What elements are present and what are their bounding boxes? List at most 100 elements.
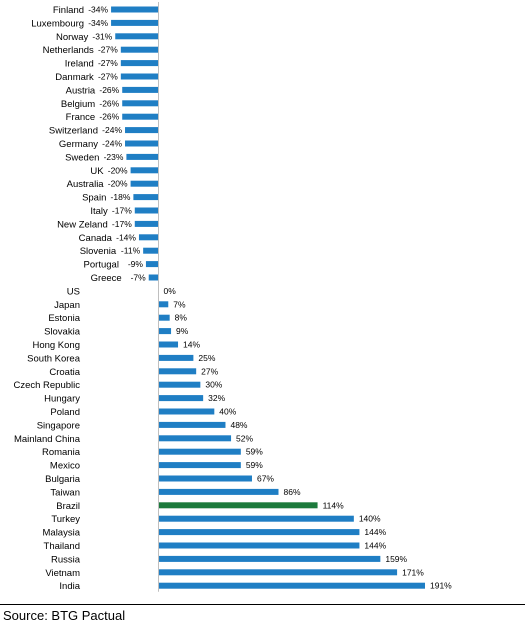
bar-malaysia [158, 529, 360, 536]
bar-czech-republic [158, 381, 201, 388]
value-label: 86% [283, 487, 300, 497]
category-label: Canada [79, 233, 113, 244]
value-label: -14% [116, 232, 136, 242]
bar-norway [115, 33, 159, 40]
category-label: New Zeland [57, 219, 108, 230]
category-label: US [67, 286, 80, 297]
value-label: -26% [99, 85, 119, 95]
bar-netherlands [120, 46, 159, 53]
category-label: Singapore [37, 420, 80, 431]
bar-australia [130, 180, 159, 187]
category-label: Poland [50, 407, 80, 418]
category-label: Italy [90, 206, 108, 217]
bar-bulgaria [158, 475, 252, 482]
value-label: -20% [108, 179, 128, 189]
category-label: Sweden [65, 152, 99, 163]
bar-ireland [120, 60, 159, 67]
category-label: Finland [53, 5, 84, 16]
bar-finland [111, 6, 159, 13]
value-label: 52% [236, 433, 253, 443]
value-label: 0% [164, 286, 177, 296]
value-label: -27% [98, 58, 118, 68]
value-label: 159% [385, 554, 407, 564]
bar-slovenia [143, 247, 159, 254]
bar-slovakia [158, 328, 172, 335]
value-label: 171% [402, 567, 424, 577]
value-label: -26% [99, 112, 119, 122]
bar-sweden [126, 153, 159, 160]
footer-divider [0, 604, 525, 605]
category-label: Germany [59, 139, 98, 150]
value-label: -24% [102, 139, 122, 149]
category-label: Portugal [84, 260, 119, 271]
bar-mainland-china [158, 435, 232, 442]
bar-russia [158, 555, 381, 562]
value-label: -24% [102, 125, 122, 135]
value-label: -17% [112, 219, 132, 229]
bar-vietnam [158, 569, 398, 576]
bar-belgium [122, 100, 159, 107]
bar-austria [122, 86, 159, 93]
category-label: Malaysia [43, 528, 81, 539]
category-label: Czech Republic [13, 380, 80, 391]
category-label: Norway [56, 32, 88, 43]
value-label: -18% [111, 192, 131, 202]
category-label: Hungary [44, 394, 80, 405]
category-label: Mexico [50, 461, 80, 472]
bar-italy [134, 207, 159, 214]
value-label: -31% [92, 31, 112, 41]
category-label: Thailand [44, 541, 80, 552]
value-label: -17% [112, 206, 132, 216]
bar-estonia [158, 314, 170, 321]
bar-japan [158, 301, 169, 308]
category-label: Australia [67, 179, 105, 190]
value-label: 27% [201, 366, 218, 376]
value-label: 67% [257, 474, 274, 484]
bar-uk [130, 167, 159, 174]
bar-danmark [120, 73, 159, 80]
category-label: Austria [66, 85, 96, 96]
label-group: -34% Finland -34% Luxembourg -31% Norway -27% N… [13, 5, 452, 593]
category-label: Danmark [55, 72, 94, 83]
bar-spain [133, 194, 159, 201]
bar-south-korea [158, 354, 194, 361]
value-label: 144% [364, 541, 386, 551]
bar-switzerland [125, 127, 159, 134]
value-label: 140% [359, 514, 381, 524]
category-label: Hong Kong [32, 340, 80, 351]
bar-portugal [145, 261, 159, 268]
bar-croatia [158, 368, 197, 375]
bar-brazil [158, 502, 318, 509]
value-label: 25% [198, 353, 215, 363]
value-label: 59% [246, 447, 263, 457]
bar-chart: -34% Finland -34% Luxembourg -31% Norway -27% N… [13, 2, 452, 593]
category-label: Slovenia [80, 246, 117, 257]
category-label: Vietnam [45, 568, 80, 579]
category-label: Slovakia [44, 327, 81, 338]
bar-greece [148, 274, 159, 281]
bar-canada [138, 234, 159, 241]
category-label: UK [90, 166, 104, 177]
category-label: Turkey [51, 514, 80, 525]
value-label: 14% [183, 340, 200, 350]
value-label: 114% [323, 500, 345, 510]
category-label: Brazil [56, 501, 80, 512]
category-label: Luxembourg [31, 18, 84, 29]
category-label: Japan [54, 300, 80, 311]
value-label: 59% [246, 460, 263, 470]
value-label: -20% [108, 165, 128, 175]
value-label: 144% [364, 527, 386, 537]
value-label: -26% [99, 98, 119, 108]
category-label: Estonia [48, 313, 80, 324]
value-label: -27% [98, 45, 118, 55]
bar-mexico [158, 462, 241, 469]
value-label: 9% [176, 326, 189, 336]
category-label: Russia [51, 554, 81, 565]
bar-india [158, 582, 425, 589]
category-label: France [66, 112, 96, 123]
value-label: -7% [131, 273, 147, 283]
bar-hungary [158, 395, 204, 402]
value-label: -27% [98, 72, 118, 82]
value-label: -11% [121, 246, 141, 256]
source-note: Source: BTG Pactual [3, 608, 126, 623]
